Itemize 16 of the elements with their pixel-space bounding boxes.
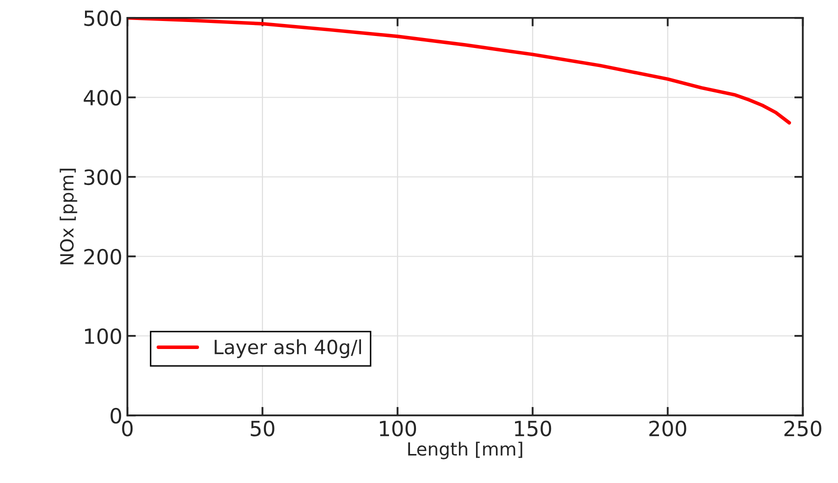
legend-label: Layer ash 40g/l [214,339,361,358]
x-tick-label: 0 [122,420,133,436]
y-tick-label: 300 [84,169,122,186]
x-tick-label: 50 [250,420,274,436]
x-tick-label: 150 [515,420,552,436]
x-tick-label: 250 [784,420,822,436]
y-tick-label: 200 [84,248,122,265]
line-series [127,18,792,125]
y-axis-title: NOx [ppm] [60,168,78,264]
x-axis-title: Length [mm] [408,442,522,460]
y-tick-label: 0 [110,408,122,424]
x-tick-label: 200 [649,420,686,436]
y-tick-label: 100 [85,328,122,344]
y-tick-label: 500 [84,10,122,26]
x-tick-label: 100 [380,420,416,436]
y-tick-label: 400 [84,90,122,106]
